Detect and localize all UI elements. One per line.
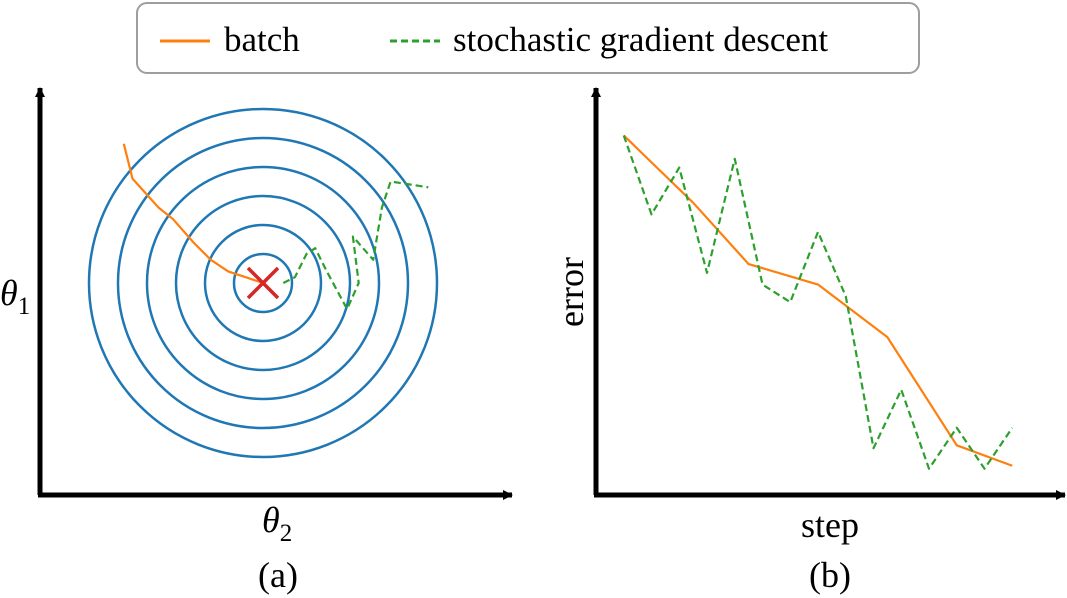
panel-a-xlabel-sub: 2 [280,520,293,547]
panel-a-contours [87,107,439,459]
panel-b-sgd-line [622,135,1014,470]
panel-b-ylabel: error [551,257,591,327]
panel-a-ylabel-sub: 1 [18,293,31,320]
panel-a-series [122,143,429,311]
panel-a-sgd-line [282,180,429,311]
panel-a-ylabel-symbol: θ [0,273,18,313]
panel-b-batch-line [622,134,1013,467]
contour-ring-2 [203,223,323,343]
panel-b: error step (b) [551,87,1066,595]
panel-a-minimum-marker [246,266,280,300]
panel-a: θ1 θ2 (a) [0,87,513,595]
panel-b-caption: (b) [809,555,851,595]
legend-label-batch: batch [224,20,300,59]
contour-ring-1 [232,252,294,314]
panel-b-series [622,134,1014,470]
panel-a-xlabel-symbol: θ [262,500,280,540]
panel-a-xlabel: θ2 [262,500,292,547]
legend-frame [136,2,920,74]
panel-a-ylabel: θ1 [0,273,30,320]
legend: batch stochastic gradient descent [136,2,920,74]
legend-label-sgd: stochastic gradient descent [453,20,828,59]
contour-ring-5 [116,136,410,430]
panel-b-xlabel: step [801,505,859,545]
contour-ring-4 [145,165,381,401]
contour-ring-3 [174,194,352,372]
panel-a-caption: (a) [258,555,298,595]
panel-a-batch-line [122,143,264,285]
contour-ring-6 [87,107,439,459]
minimum-marker-stroke-2 [246,266,280,300]
